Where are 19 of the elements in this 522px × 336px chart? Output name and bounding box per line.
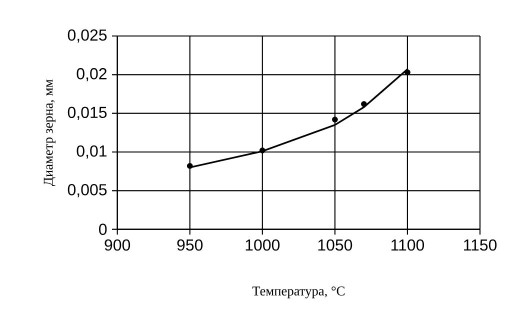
- x-tick-label: 1100: [391, 239, 424, 251]
- point: [404, 69, 410, 76]
- x-axis-title: Температура, °С: [252, 286, 344, 298]
- point: [332, 116, 338, 122]
- x-tick-label: 900: [104, 239, 130, 251]
- point: [186, 162, 193, 169]
- x-tick-label: 1050: [318, 239, 352, 251]
- y-tick-label: 0,015: [68, 106, 107, 120]
- y-tick-label: 0,02: [76, 68, 106, 82]
- y-tick-label: 0,005: [68, 184, 107, 198]
- point: [361, 101, 367, 107]
- point: [259, 148, 266, 154]
- x-tick-label: 1000: [246, 239, 280, 251]
- x-tick-label: 1150: [464, 239, 497, 251]
- x-tick-label: 950: [177, 239, 203, 251]
- y-axis-title: Диаметр зерна, мм: [44, 79, 56, 186]
- y-tick-label: 0: [99, 224, 107, 235]
- y-tick-label: 0,01: [76, 145, 107, 159]
- y-tick-label: 0,025: [68, 29, 107, 43]
